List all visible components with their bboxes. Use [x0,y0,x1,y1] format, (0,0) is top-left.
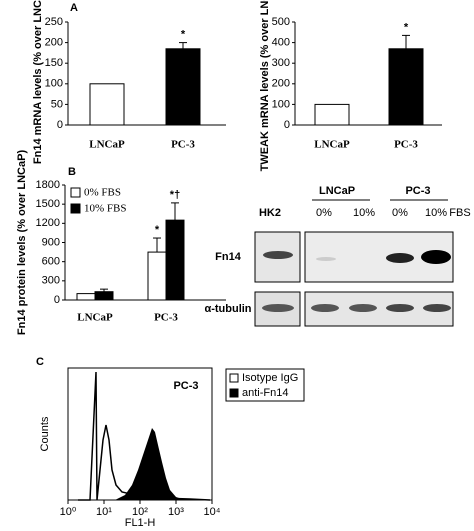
legend-label: anti-Fn14 [242,387,288,399]
row-label: α-tubulin [204,303,251,315]
legend-swatch [229,373,239,383]
y-tick-label: 100 [272,98,290,110]
y-tick-label: 0 [284,119,290,131]
x-tick-label: 10¹ [96,506,112,518]
lane-label: PC-3 [405,185,430,197]
condition-label: FBS [449,207,470,219]
bar [165,219,185,301]
lane-label: LNCaP [319,185,355,197]
annotation: * [404,21,409,33]
annotation: *† [170,189,180,201]
y-tick-label: 500 [272,16,290,28]
bar [314,103,350,126]
y-tick-label: 1500 [36,198,60,210]
band [263,251,293,259]
row-label: Fn14 [215,251,242,263]
y-tick-label: 1800 [36,179,60,191]
bar [89,83,125,126]
y-tick-label: 1200 [36,217,60,229]
band [421,250,451,264]
x-tick-label: 10³ [168,506,184,518]
x-tick-label: 10⁰ [60,506,77,518]
band [386,253,414,263]
condition-label: 0% [316,207,332,219]
y-tick-label: 0 [57,119,63,131]
band [316,257,336,261]
flow-histogram: PC-3 FL1-H Counts Isotype IgG anti-Fn14 [39,367,305,529]
panel-label: A [70,2,78,14]
x-tick-label: PC-3 [171,139,195,151]
band [423,304,451,312]
condition-label: 0% [392,207,408,219]
y-axis-label: Fn14 protein levels (% over LNCaP) [16,150,28,336]
y-tick-label: 300 [42,275,60,287]
y-axis-label: Fn14 mRNA levels (% over LNCaP) [32,0,44,164]
bar [94,291,114,301]
lane-label: HK2 [259,207,281,219]
legend-label: 10% FBS [84,203,127,215]
histogram-title: PC-3 [173,380,198,392]
y-tick-label: 200 [272,78,290,90]
y-tick-label: 0 [54,294,60,306]
x-tick-label: LNCaP [314,139,350,151]
legend-swatch [70,187,81,198]
legend-swatch [229,388,239,398]
western-blot: HK2 LNCaP PC-3 0% 10% 0% 10% FBS Fn14 α-… [204,185,471,327]
condition-label: 10% [353,207,375,219]
legend-box [225,368,305,402]
x-tick-label: LNCaP [89,139,125,151]
x-tick-label: 10² [132,506,148,518]
y-tick-label: 400 [272,37,290,49]
condition-label: 10% [425,207,447,219]
band [386,304,414,312]
x-tick-label: PC-3 [154,312,178,324]
y-tick-label: 900 [42,236,60,248]
x-tick-label: PC-3 [394,139,418,151]
bar [165,48,201,126]
band [349,304,377,312]
legend-swatch [70,203,81,214]
x-tick-label: 10⁴ [204,506,221,518]
y-tick-label: 300 [272,57,290,69]
y-axis-label: TWEAK mRNA levels (% over LNCaP) [259,0,271,171]
x-axis-label: FL1-H [125,517,156,529]
panel-label: C [36,356,44,368]
panel-label: B [68,166,76,178]
anti-fn14-curve [115,428,185,500]
y-tick-label: 250 [45,16,63,28]
bar [147,251,167,301]
y-tick-label: 100 [45,78,63,90]
y-tick-label: 150 [45,57,63,69]
band [262,304,294,312]
annotation: * [181,29,186,41]
y-tick-label: 200 [45,37,63,49]
y-tick-label: 600 [42,256,60,268]
annotation: * [155,224,160,236]
y-axis-label: Counts [39,416,51,451]
band [311,304,339,312]
x-tick-label: LNCaP [77,312,113,324]
bar [76,293,96,301]
y-tick-label: 50 [51,98,63,110]
legend-label: 0% FBS [84,187,121,199]
bar [388,48,424,126]
legend-label: Isotype IgG [242,372,298,384]
